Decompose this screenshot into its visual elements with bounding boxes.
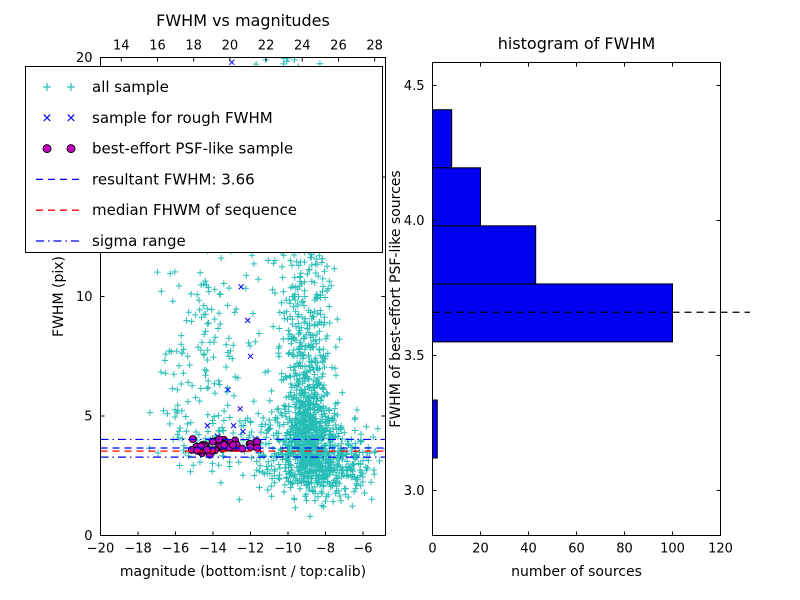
top-axis-tick-label: 20 [222,39,239,54]
x-tick-label: 80 [616,542,633,557]
x-tick-label: −20 [87,542,114,557]
x-tick-label: 100 [660,542,685,557]
legend-item-label: best-effort PSF-like sample [92,140,293,158]
histogram-bar [432,225,537,285]
left-chart-ylabel: FWHM (pix) [51,256,67,337]
x-tick-label: 40 [520,542,537,557]
legend-item: median FHWM of sequence [36,201,297,219]
x-tick-label: −10 [274,542,301,557]
histogram-bar [432,109,453,169]
legend-item: sigma range [36,232,186,250]
y-tick-label: 5 [84,410,92,425]
histogram-bar [432,399,438,459]
top-axis-tick-label: 24 [294,39,311,54]
circle-marker-icon [66,144,76,154]
top-axis-tick-label: 26 [330,39,347,54]
top-axis-tick-label: 28 [366,39,383,54]
legend: all sample sample for rough FWHM best-effo… [25,66,383,253]
y-tick-label: 4.5 [404,79,425,94]
x-tick-label: 0 [428,542,436,557]
x-tick-label: −16 [162,542,189,557]
legend-item-label: resultant FWHM: 3.66 [92,170,255,188]
fwhm-histogram-chart: 0 20 40 60 80 100 120 3.0 3.5 4.0 4.5 histogram of … [388,34,750,580]
fwhm-vs-magnitudes-chart: −20 −18 −16 −14 −12 −10 −8 −6 14 16 18 20 22 24 26 28 0 5… [25,11,386,580]
legend-item: best-effort PSF-like sample [42,140,293,158]
x-marker-icon [43,114,51,122]
legend-item-label: sigma range [92,232,186,250]
legend-item: all sample [43,78,169,96]
legend-item-label: sample for rough FWHM [92,109,273,127]
y-tick-label: 3.5 [404,349,425,364]
top-axis-tick-label: 18 [185,39,202,54]
y-tick-label: 10 [76,290,93,305]
plus-marker-icon [43,83,51,91]
legend-item: resultant FWHM: 3.66 [36,170,255,188]
x-tick-label: −8 [316,542,335,557]
y-tick-label: 20 [76,51,93,66]
top-axis-tick-label: 14 [113,39,130,54]
legend-frame [25,66,383,253]
x-tick-label: −6 [353,542,372,557]
legend-item-label: median FHWM of sequence [92,201,297,219]
x-marker-icon [67,114,75,122]
left-chart-title: FWHM vs magnitudes [156,11,330,30]
x-tick-label: 60 [568,542,585,557]
x-tick-label: −12 [237,542,264,557]
histogram-bar [432,167,481,227]
x-tick-label: −18 [124,542,151,557]
y-tick-label: 3.0 [404,484,425,499]
histogram-bar [432,283,673,343]
top-axis-tick-label: 22 [258,39,275,54]
top-axis-tick-label: 16 [149,39,166,54]
y-tick-label: 0 [84,529,92,544]
psf-sample-marker [246,443,255,452]
x-tick-label: 120 [708,542,733,557]
left-chart-xlabel: magnitude (bottom:isnt / top:calib) [120,564,366,580]
plus-marker-icon [67,83,75,91]
psf-sample-marker [203,445,212,454]
x-tick-label: 20 [472,542,489,557]
x-tick-label: −14 [199,542,226,557]
y-tick-label: 4.0 [404,214,425,229]
right-chart-xlabel: number of sources [511,564,642,580]
psf-sample-marker [220,440,229,449]
legend-item-label: all sample [92,78,169,96]
scatter-plot-area [100,57,386,520]
right-chart-title: histogram of FWHM [498,34,656,53]
circle-marker-icon [42,144,52,154]
psf-sample-marker [215,435,224,444]
legend-item: sample for rough FWHM [43,109,273,127]
right-chart-ylabel: FWHM of best-effort PSF-like sources [388,170,404,427]
